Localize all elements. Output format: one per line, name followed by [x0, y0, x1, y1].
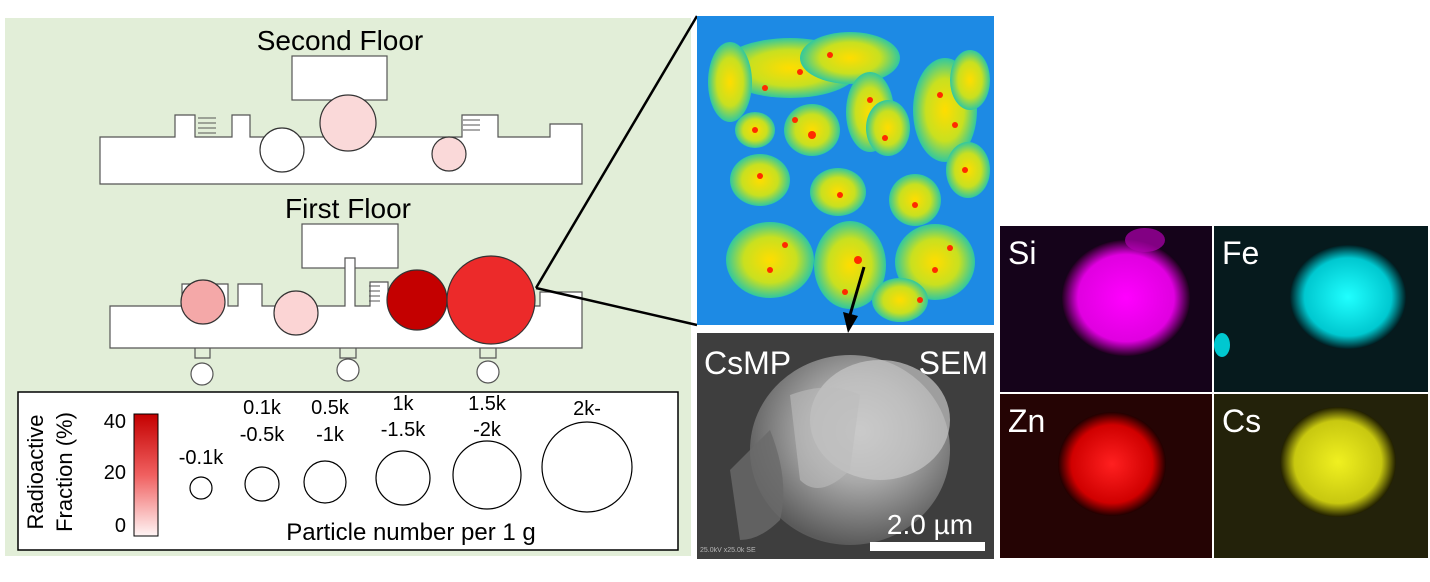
zoom-line-bottom: [535, 286, 698, 327]
pointer-arrow-line: [848, 266, 866, 316]
zoom-line-top: [534, 15, 699, 289]
sem-instrument-info: 25.0kV x25.0k SE: [700, 547, 756, 554]
eds-label-cs: Cs: [1222, 403, 1261, 439]
bubble-first-floor-dark: [386, 269, 448, 331]
eds-map-zn: [1000, 394, 1212, 558]
size-bin-4-label-line2: -1.5k: [381, 419, 426, 441]
size-bin-5-label-line1: 1.5k: [468, 393, 507, 415]
eds-label-fe: Fe: [1222, 235, 1259, 271]
colorbar-tick-max: 40: [104, 411, 126, 433]
bubble-second-floor-white: [259, 127, 305, 173]
colorbar-tick-mid: 20: [104, 462, 126, 484]
size-legend-circle-3: [303, 460, 347, 504]
colorbar-tick-min: 0: [115, 515, 126, 537]
bubble-second-floor-large: [319, 94, 377, 152]
colorbar-title-line2: Fraction (%): [52, 412, 77, 532]
size-bin-6-label: 2k-: [573, 398, 601, 420]
size-legend-circle-2: [244, 466, 280, 502]
size-bin-2-label-line1: 0.1k: [243, 397, 282, 419]
scale-bar: [870, 542, 985, 551]
pointer-arrow-head: [843, 312, 858, 333]
eds-map-fe: [1214, 226, 1428, 392]
size-legend-circle-6: [541, 421, 633, 513]
size-bin-1-label: -0.1k: [179, 447, 224, 469]
eds-label-si: Si: [1008, 235, 1036, 271]
size-axis-label: Particle number per 1 g: [286, 519, 535, 546]
second-floor-title: Second Floor: [257, 25, 424, 56]
bubble-second-floor-small: [431, 136, 467, 172]
size-bin-5-label-line2: -2k: [473, 419, 502, 441]
size-legend-circle-4: [375, 450, 431, 506]
size-bin-4-label-line1: 1k: [392, 393, 414, 415]
size-legend-circle-1: [189, 476, 213, 500]
sem-label-left: CsMP: [704, 345, 791, 381]
scale-bar-label: 2.0 µm: [887, 509, 973, 540]
bubble-first-floor-mid: [273, 290, 319, 336]
eds-map-cs: [1214, 394, 1428, 558]
sem-image: [697, 333, 994, 559]
eds-label-zn: Zn: [1008, 403, 1045, 439]
colorbar-title-line1: Radioactive: [23, 415, 48, 530]
bubble-first-floor-left: [180, 279, 226, 325]
autoradiograph-image: [697, 16, 994, 325]
size-bin-3-label-line1: 0.5k: [311, 397, 350, 419]
size-legend-circle-5: [452, 440, 522, 510]
first-floor-title: First Floor: [285, 193, 411, 224]
size-bin-3-label-line2: -1k: [316, 424, 345, 446]
eds-map-si: [1000, 226, 1212, 392]
sem-label-right: SEM: [919, 345, 988, 381]
size-bin-2-label-line2: -0.5k: [240, 424, 285, 446]
bubble-first-floor-largest: [446, 255, 536, 345]
colorbar: [133, 413, 159, 537]
